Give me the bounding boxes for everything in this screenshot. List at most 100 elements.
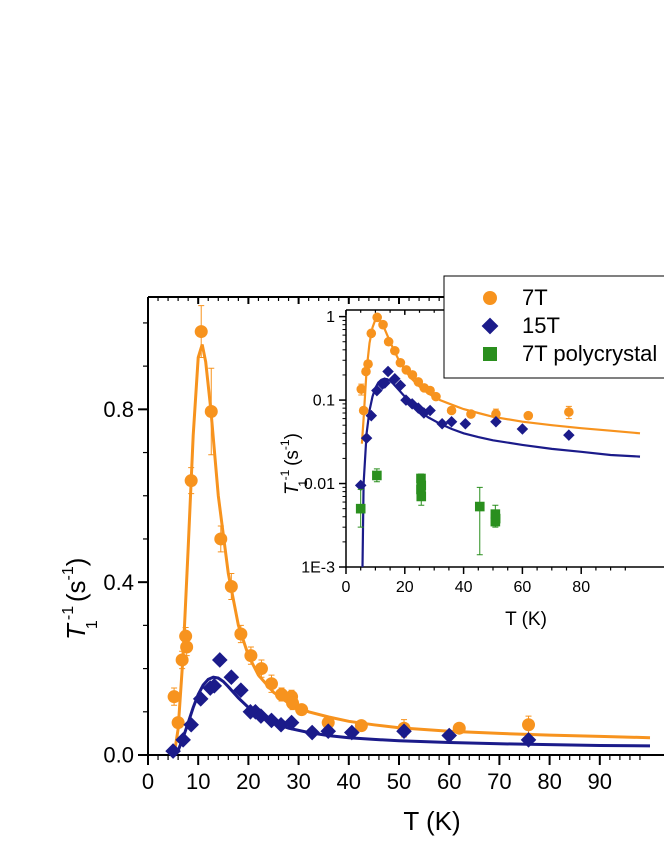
main-point-circle	[295, 703, 309, 717]
main-point-circle	[321, 716, 335, 730]
inset-point-circle	[523, 410, 534, 421]
main-point-diamond	[223, 669, 240, 686]
inset-point-circle	[425, 385, 435, 396]
inset-point-diamond	[389, 373, 401, 385]
inset-point-diamond	[371, 384, 383, 397]
inset-y-axis-label: T-11(s-1)	[278, 433, 310, 495]
legend: 7T 15T 7T polycrystal	[443, 275, 664, 379]
inset-point-circle	[361, 366, 371, 377]
inset-point-diamond	[365, 409, 378, 422]
inset-point-diamond	[490, 415, 502, 428]
main-point-diamond	[206, 678, 223, 694]
inset-point-diamond	[436, 418, 448, 430]
main-x-tick-label: 20	[236, 769, 260, 794]
inset-point-circle	[366, 328, 377, 339]
main-point-circle	[167, 690, 181, 704]
inset-point-square	[490, 516, 501, 527]
main-point-circle	[254, 662, 268, 676]
inset-point-circle	[383, 336, 394, 347]
main-point-diamond	[183, 716, 199, 733]
inset-y-tick-label: 0.1	[313, 393, 335, 410]
inset-point-circle	[363, 359, 373, 369]
inset-point-circle	[378, 319, 388, 330]
main-point-circle	[184, 474, 198, 488]
inset-point-diamond	[459, 418, 472, 430]
inset-point-diamond	[516, 423, 529, 435]
main-point-diamond	[192, 691, 209, 707]
main-point-circle	[275, 688, 289, 702]
main-x-tick-label: 50	[387, 769, 411, 794]
main-point-diamond	[273, 716, 289, 733]
main-point-diamond	[211, 652, 228, 668]
main-point-circle	[224, 579, 238, 593]
main-point-diamond	[396, 723, 412, 740]
main-point-circle	[452, 721, 466, 735]
legend-label: 7T polycrystal	[522, 341, 657, 366]
main-point-diamond	[283, 714, 300, 731]
main-x-tick-label: 90	[588, 769, 612, 794]
main-chart: 0 10 20 30 40 50 60 70 80 900.00.40.8 T (K) T-11(…	[60, 296, 664, 836]
inset-y-tick-label: 1	[326, 309, 335, 326]
inset-point-diamond	[445, 415, 458, 428]
main-point-circle	[522, 718, 536, 732]
main-point-circle	[244, 649, 258, 663]
main-point-diamond	[520, 732, 537, 748]
inset-point-diamond	[394, 379, 407, 392]
main-x-tick-label: 30	[286, 769, 310, 794]
inset-point-square	[416, 491, 427, 502]
main-point-circle	[354, 719, 368, 733]
main-y-tick-label: 0.8	[103, 397, 134, 422]
main-point-diamond	[320, 723, 337, 740]
inset-y-tick-label: 1E-3	[301, 560, 335, 577]
main-y-tick-label: 0.0	[103, 743, 134, 768]
inset-point-circle	[446, 405, 457, 416]
inset-y-tick-label: 0.01	[304, 476, 335, 493]
inset-point-circle	[395, 357, 406, 368]
inset-error-bar	[476, 486, 483, 556]
main-x-tick-label: 80	[537, 769, 561, 794]
legend-label: 15T	[522, 313, 560, 338]
legend-label: 7T	[522, 285, 548, 310]
main-x-tick-label: 60	[437, 769, 461, 794]
inset-point-square	[416, 473, 426, 484]
legend-marker-square	[483, 347, 497, 361]
main-point-circle	[234, 627, 248, 641]
inset-point-circle	[358, 405, 369, 416]
inset-x-tick-label: 20	[396, 579, 414, 596]
inset-x-tick-label: 60	[514, 579, 532, 596]
inset-point-circle	[491, 409, 501, 419]
main-point-circle	[214, 532, 228, 546]
inset-point-circle	[407, 370, 418, 380]
main-point-circle	[264, 677, 278, 691]
main-y-tick-label: 0.4	[103, 570, 134, 595]
inset-point-circle	[564, 407, 574, 417]
inset-point-circle	[431, 391, 441, 402]
main-point-diamond	[165, 743, 181, 759]
inset-x-tick-label: 80	[572, 579, 590, 596]
inset-point-circle	[413, 377, 424, 387]
main-point-circle	[286, 696, 300, 710]
inset-point-square	[474, 501, 485, 512]
main-x-tick-label: 10	[186, 769, 210, 794]
main-x-tick-label: 0	[142, 769, 154, 794]
main-point-diamond	[344, 724, 360, 741]
main-point-circle	[204, 405, 218, 418]
main-point-diamond	[175, 732, 191, 748]
inset-point-diamond	[563, 429, 575, 441]
main-point-diamond	[304, 724, 320, 741]
inset-point-circle	[390, 345, 400, 356]
inset-x-axis-label: T (K)	[505, 609, 547, 630]
main-point-diamond	[441, 727, 457, 744]
inset-point-diamond	[354, 479, 367, 492]
inset-point-diamond	[379, 377, 391, 389]
inset-point-square	[372, 470, 382, 481]
legend-marker-diamond	[481, 317, 499, 335]
main-point-circle	[194, 325, 208, 339]
inset-point-circle	[356, 384, 367, 394]
inset-point-diamond	[360, 432, 373, 444]
inset-point-diamond	[424, 404, 436, 417]
main-point-diamond	[233, 682, 249, 698]
inset-x-tick-label: 0	[342, 579, 351, 596]
legend-marker-circle	[483, 291, 497, 305]
